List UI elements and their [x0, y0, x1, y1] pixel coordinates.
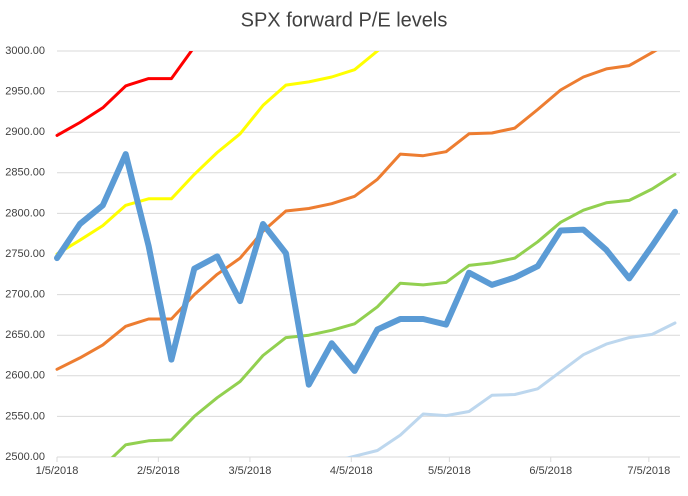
- x-tick-label: 3/5/2018: [229, 465, 272, 477]
- y-tick-label: 2550.00: [5, 410, 45, 422]
- y-tick-label: 2900.00: [5, 126, 45, 138]
- x-tick-label: 4/5/2018: [330, 465, 373, 477]
- y-tick-label: 2950.00: [5, 86, 45, 98]
- y-tick-label: 2700.00: [5, 289, 45, 301]
- x-tick-label: 2/5/2018: [137, 465, 180, 477]
- y-tick-label: 2500.00: [5, 451, 45, 463]
- y-tick-label: 3000.00: [5, 45, 45, 57]
- series-line: [55, 51, 658, 371]
- x-tick-label: 1/5/2018: [36, 465, 79, 477]
- x-tick-label: 5/5/2018: [428, 465, 471, 477]
- series-line: [55, 51, 380, 256]
- y-tick-label: 2850.00: [5, 167, 45, 179]
- series-line: [110, 172, 677, 457]
- y-tick-label: 2750.00: [5, 248, 45, 260]
- series-line: [54, 151, 678, 388]
- chart-title: SPX forward P/E levels: [241, 9, 448, 31]
- y-tick-label: 2600.00: [5, 370, 45, 382]
- series-line: [345, 321, 677, 457]
- y-tick-label: 2650.00: [5, 329, 45, 341]
- x-tick-label: 6/5/2018: [529, 465, 572, 477]
- y-tick-label: 2800.00: [5, 207, 45, 219]
- x-tick-label: 7/5/2018: [627, 465, 670, 477]
- series-line: [55, 51, 194, 137]
